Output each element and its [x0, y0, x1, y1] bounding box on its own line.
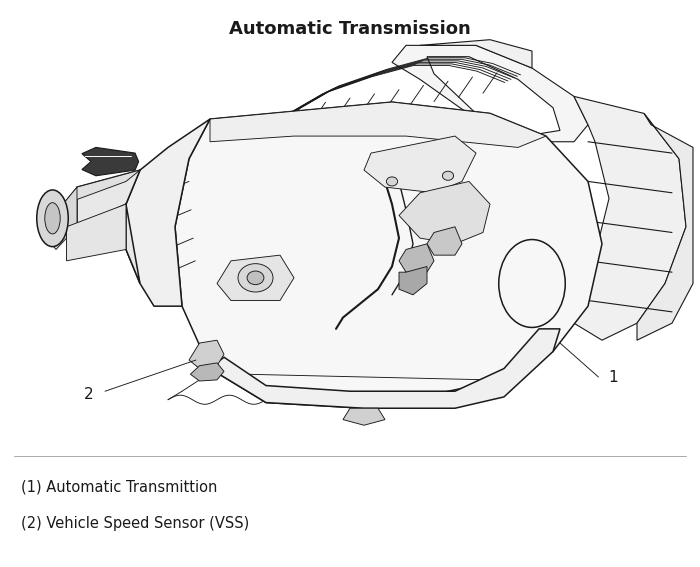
- Polygon shape: [217, 255, 294, 301]
- Polygon shape: [637, 113, 693, 340]
- Polygon shape: [392, 45, 588, 142]
- Polygon shape: [175, 102, 602, 408]
- Polygon shape: [77, 170, 140, 284]
- Text: 1: 1: [608, 370, 618, 384]
- Text: (2) Vehicle Speed Sensor (VSS): (2) Vehicle Speed Sensor (VSS): [21, 516, 249, 531]
- Ellipse shape: [45, 203, 60, 234]
- Ellipse shape: [36, 190, 69, 247]
- Polygon shape: [190, 363, 224, 381]
- Polygon shape: [210, 102, 546, 147]
- Polygon shape: [42, 187, 77, 249]
- Circle shape: [442, 171, 454, 180]
- Polygon shape: [343, 408, 385, 425]
- Polygon shape: [399, 244, 434, 272]
- Polygon shape: [574, 96, 686, 340]
- Polygon shape: [82, 147, 139, 176]
- Text: 2: 2: [83, 387, 93, 401]
- Text: (1) Automatic Transmittion: (1) Automatic Transmittion: [21, 479, 218, 494]
- Polygon shape: [126, 119, 210, 306]
- Polygon shape: [399, 266, 427, 295]
- Polygon shape: [364, 136, 476, 193]
- Polygon shape: [399, 181, 490, 244]
- Polygon shape: [189, 340, 224, 369]
- Circle shape: [386, 177, 398, 186]
- Text: Automatic Transmission: Automatic Transmission: [229, 20, 471, 38]
- Polygon shape: [427, 227, 462, 255]
- Polygon shape: [427, 57, 560, 136]
- Polygon shape: [49, 170, 140, 210]
- Circle shape: [238, 264, 273, 292]
- Polygon shape: [420, 40, 532, 68]
- Circle shape: [247, 271, 264, 285]
- Polygon shape: [66, 204, 126, 261]
- Polygon shape: [210, 329, 560, 408]
